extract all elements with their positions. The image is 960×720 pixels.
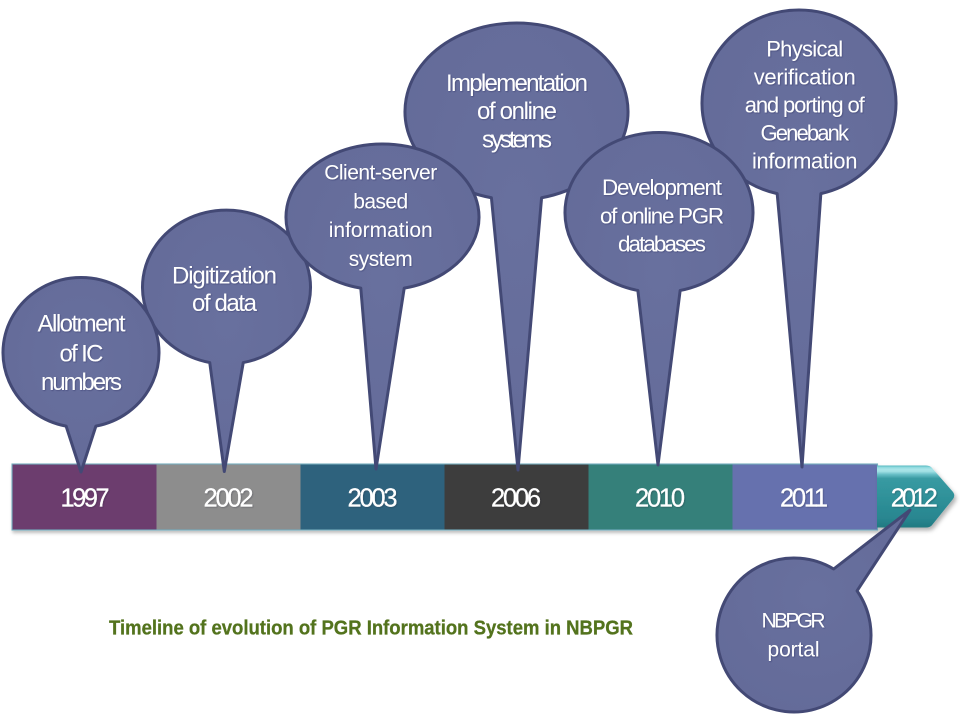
svg-text:of online PGR: of online PGR [600,203,724,228]
svg-text:Genebank: Genebank [760,121,850,146]
svg-text:systems: systems [482,127,552,154]
svg-text:numbers: numbers [41,369,122,396]
svg-text:verification: verification [754,64,856,89]
svg-text:and porting of: and porting of [745,93,866,118]
svg-text:2003: 2003 [348,485,398,513]
svg-text:2006: 2006 [491,485,541,513]
svg-text:databases: databases [618,232,706,257]
svg-text:portal: portal [768,639,820,662]
svg-text:information: information [329,219,433,242]
svg-text:system: system [349,248,413,271]
svg-text:Client-server: Client-server [324,162,437,185]
svg-text:of online: of online [477,98,557,125]
svg-text:of IC: of IC [60,340,104,367]
svg-text:Implementation: Implementation [446,70,588,97]
svg-text:of data: of data [192,290,258,317]
svg-text:2011: 2011 [780,485,828,513]
svg-text:information: information [752,149,858,174]
svg-text:based: based [353,191,408,214]
svg-text:2010: 2010 [635,485,685,513]
svg-text:Development: Development [602,175,723,200]
svg-text:1997: 1997 [61,485,110,513]
svg-text:Allotment: Allotment [38,311,126,338]
svg-text:Digitization: Digitization [172,262,277,289]
svg-text:2002: 2002 [204,485,254,513]
svg-text:2012: 2012 [891,484,938,512]
svg-text:NBPGR: NBPGR [762,609,826,632]
svg-text:Timeline of evolution of PGR I: Timeline of evolution of PGR Information… [109,616,633,639]
svg-text:Physical: Physical [766,36,843,61]
